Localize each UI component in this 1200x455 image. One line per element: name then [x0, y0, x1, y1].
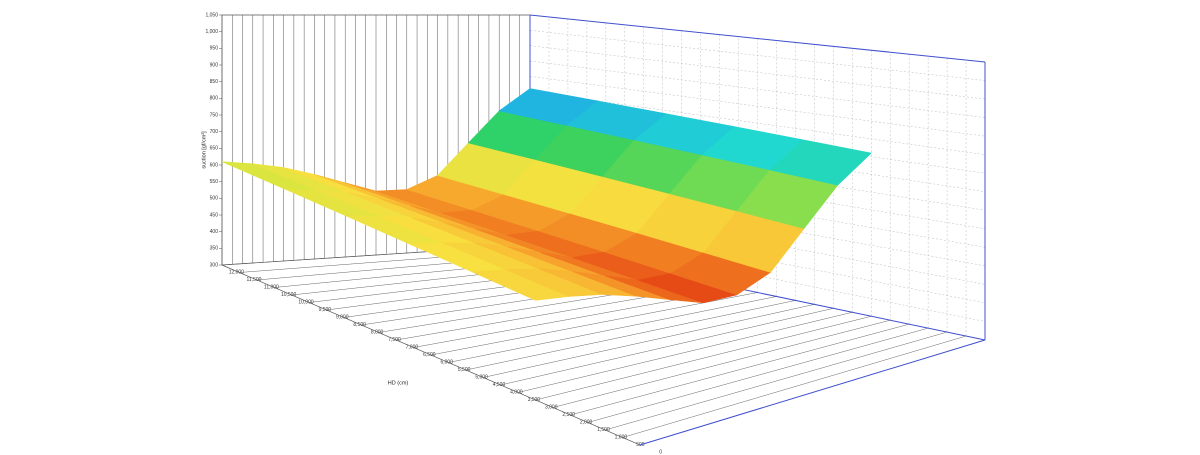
y-tick-label: 6,500 [423, 352, 436, 358]
floor-grid-line [448, 296, 777, 363]
y-tick-label: 5,500 [458, 367, 471, 373]
y-tick-label: 10,500 [281, 292, 297, 298]
floor-grid-line [535, 316, 872, 401]
y-tick-label: 5,000 [475, 374, 488, 380]
floor-grid-line [500, 308, 834, 386]
y-axis-title: HD (cm) [388, 380, 409, 386]
y-tick-label: 8,500 [353, 322, 366, 328]
z-tick-label: 650 [210, 146, 219, 152]
y-tick-label: 1,500 [597, 427, 610, 433]
y-tick-label: 9,500 [319, 307, 332, 313]
y-tick-label: 4,500 [493, 382, 506, 388]
right-wall-grid-line [529, 30, 986, 81]
y-tick-label: 11,000 [264, 284, 279, 290]
right-wall-grid-line [529, 45, 986, 100]
y-tick-label: 4,000 [510, 389, 523, 395]
z-tick-label: 400 [210, 229, 219, 235]
z-tick-label: 300 [210, 262, 219, 268]
floor-grid-line [570, 323, 910, 416]
y-tick-label: 2,500 [562, 412, 575, 418]
floor-grid-line [587, 327, 929, 423]
floor-grid-line [518, 312, 853, 393]
surface-cell [769, 139, 872, 186]
y-tick-label: 3,000 [545, 404, 558, 410]
y-tick-label: 10,000 [298, 299, 314, 305]
z-tick-label: 850 [210, 79, 219, 85]
right-wall-grid-line [529, 91, 986, 155]
floor-grid-line [483, 304, 815, 378]
z-tick-label: 950 [210, 46, 219, 52]
y-tick-label: 7,500 [388, 337, 401, 343]
z-tick-label: 350 [210, 246, 219, 252]
z-tick-label: 900 [210, 62, 219, 68]
box-edge [639, 339, 986, 446]
box-edge [221, 264, 641, 446]
y-tick-label: 0 [659, 449, 662, 455]
right-wall-grid-line [529, 60, 986, 118]
y-tick-label: 12,000 [229, 269, 245, 275]
y-tick-label: 2,000 [580, 419, 593, 425]
y-tick-label: 8,000 [371, 329, 384, 335]
z-tick-label: 1,050 [205, 12, 218, 18]
z-tick-label: 600 [210, 162, 219, 168]
z-tick-label: 750 [210, 112, 219, 118]
y-tick-label: 1,000 [615, 434, 628, 440]
floor-grid-line [605, 331, 948, 431]
floor-grid-line [552, 319, 891, 408]
y-tick-label: 3,500 [528, 397, 541, 403]
z-tick-label: 800 [210, 96, 219, 102]
floor-grid-line [465, 300, 796, 371]
z-tick-label: 500 [210, 196, 219, 202]
z-axis-title: suction [gf/cm²] [201, 131, 207, 169]
z-tick-label: 550 [210, 179, 219, 185]
y-tick-label: 9,000 [336, 314, 349, 320]
z-tick-label: 700 [210, 129, 219, 135]
box-edge [529, 14, 986, 63]
z-tick-label: 1,000 [205, 29, 218, 35]
y-tick-label: 7,000 [406, 344, 419, 350]
y-tick-label: 6,000 [440, 359, 453, 365]
floor-grid-line [622, 335, 967, 438]
y-tick-label: 11,500 [246, 277, 261, 283]
z-tick-label: 450 [210, 212, 219, 218]
right-wall-grid-line [529, 76, 986, 137]
